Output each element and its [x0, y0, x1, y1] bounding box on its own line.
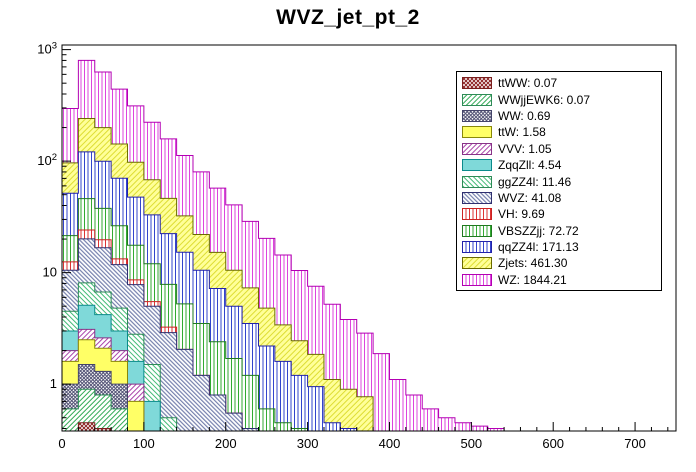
series-WWjjEWK6 — [61, 388, 128, 432]
y-tick-label: 1 — [50, 376, 57, 391]
legend-swatch — [462, 208, 492, 221]
legend-item-ZqqZll: ZqqZll: 4.54 — [457, 157, 661, 173]
legend-item-VBSZZjj: VBSZZjj: 72.72 — [457, 223, 661, 239]
legend-label: ttWW: 0.07 — [498, 76, 558, 91]
legend-swatch — [462, 126, 492, 139]
legend-swatch — [462, 159, 492, 172]
x-tick-label: 100 — [133, 436, 155, 451]
legend-label: Zjets: 461.30 — [498, 256, 568, 271]
legend-label: VH: 9.69 — [498, 207, 545, 222]
legend-item-WZ: WZ: 1844.21 — [457, 272, 661, 288]
legend-swatch — [462, 142, 492, 155]
legend-label: VVV: 1.05 — [498, 141, 552, 156]
legend-box: ttWW: 0.07 WWjjEWK6: 0.07 WW: 0.69 ttW: 1.5… — [456, 71, 662, 292]
x-tick-label: 700 — [624, 436, 646, 451]
legend-item-Zjets: Zjets: 461.30 — [457, 255, 661, 271]
x-tick-label: 200 — [215, 436, 237, 451]
legend-swatch — [462, 77, 492, 90]
x-tick-label: 500 — [460, 436, 482, 451]
legend-item-ggZZ4l: ggZZ4l: 11.46 — [457, 173, 661, 189]
x-tick-label: 0 — [58, 436, 65, 451]
legend-item-VVV: VVV: 1.05 — [457, 141, 661, 157]
legend-label: WZ: 1844.21 — [498, 272, 567, 287]
legend-item-WWjjEWK6: WWjjEWK6: 0.07 — [457, 91, 661, 107]
legend-item-ttW: ttW: 1.58 — [457, 124, 661, 140]
legend-label: WWjjEWK6: 0.07 — [498, 92, 591, 107]
legend-label: qqZZ4l: 171.13 — [498, 240, 579, 255]
legend-item-WW: WW: 0.69 — [457, 108, 661, 124]
x-tick-label: 400 — [379, 436, 401, 451]
legend-label: WW: 0.69 — [498, 108, 551, 123]
legend-swatch — [462, 175, 492, 188]
legend-item-VH: VH: 9.69 — [457, 206, 661, 222]
legend-swatch — [462, 93, 492, 106]
legend-swatch — [462, 257, 492, 270]
x-tick-label: 600 — [542, 436, 564, 451]
y-tick-label: 103 — [37, 41, 57, 57]
legend-label: ZqqZll: 4.54 — [498, 158, 562, 173]
chart-title: WVZ_jet_pt_2 — [276, 6, 420, 29]
y-tick-label: 10 — [43, 265, 57, 280]
legend-swatch — [462, 191, 492, 204]
legend-label: VBSZZjj: 72.72 — [498, 223, 579, 238]
legend-swatch — [462, 241, 492, 254]
legend-item-WVZ: WVZ: 41.08 — [457, 190, 661, 206]
plot-frame — [61, 44, 677, 432]
legend-swatch — [462, 224, 492, 237]
legend-label: ttW: 1.58 — [498, 125, 546, 140]
legend-swatch — [462, 109, 492, 122]
legend-label: WVZ: 41.08 — [498, 190, 562, 205]
y-tick-label: 102 — [37, 152, 57, 168]
legend-label: ggZZ4l: 11.46 — [498, 174, 572, 189]
legend-item-qqZZ4l: qqZZ4l: 171.13 — [457, 239, 661, 255]
x-tick-label: 300 — [297, 436, 319, 451]
legend-swatch — [462, 273, 492, 286]
legend-item-ttWW: ttWW: 0.07 — [457, 75, 661, 91]
